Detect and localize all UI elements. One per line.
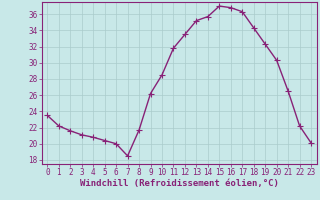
- X-axis label: Windchill (Refroidissement éolien,°C): Windchill (Refroidissement éolien,°C): [80, 179, 279, 188]
